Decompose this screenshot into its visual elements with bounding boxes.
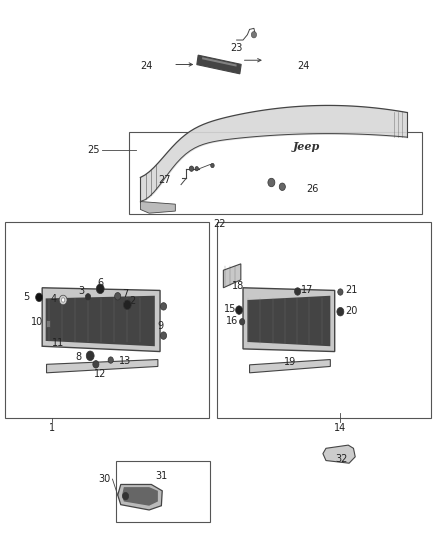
- Circle shape: [195, 166, 198, 171]
- Text: 15: 15: [224, 304, 237, 314]
- Circle shape: [35, 293, 42, 302]
- Text: 26: 26: [306, 184, 319, 195]
- Bar: [46, 320, 50, 327]
- Text: 3: 3: [78, 286, 85, 296]
- Polygon shape: [243, 288, 335, 352]
- Text: 10: 10: [31, 317, 43, 327]
- Text: 11: 11: [52, 338, 64, 348]
- Text: 9: 9: [157, 321, 163, 331]
- Circle shape: [211, 164, 214, 167]
- Text: 4: 4: [50, 294, 57, 304]
- Text: 8: 8: [75, 352, 81, 362]
- Polygon shape: [46, 360, 158, 373]
- Circle shape: [337, 308, 344, 316]
- Bar: [5, 222, 209, 418]
- Text: 18: 18: [232, 281, 244, 291]
- Circle shape: [160, 303, 166, 310]
- Polygon shape: [250, 360, 330, 373]
- Text: 14: 14: [334, 423, 346, 433]
- Text: 24: 24: [297, 61, 310, 71]
- Circle shape: [115, 293, 121, 300]
- Text: 23: 23: [230, 43, 243, 53]
- Polygon shape: [118, 484, 162, 510]
- Text: 16: 16: [226, 316, 239, 326]
- Text: 19: 19: [284, 357, 296, 367]
- Polygon shape: [197, 55, 241, 74]
- Text: 25: 25: [87, 144, 99, 155]
- Circle shape: [123, 492, 129, 500]
- Circle shape: [85, 294, 91, 300]
- Polygon shape: [223, 264, 241, 288]
- Circle shape: [93, 361, 99, 368]
- Circle shape: [240, 319, 245, 325]
- Circle shape: [338, 289, 343, 295]
- Circle shape: [294, 288, 300, 295]
- Circle shape: [189, 166, 194, 171]
- Bar: [130, 132, 422, 214]
- Polygon shape: [202, 57, 237, 67]
- Polygon shape: [323, 445, 355, 463]
- Text: 2: 2: [130, 296, 136, 306]
- Bar: [117, 461, 210, 522]
- Circle shape: [59, 295, 67, 305]
- Circle shape: [108, 357, 113, 364]
- Circle shape: [160, 332, 166, 340]
- Circle shape: [96, 284, 104, 294]
- Text: 20: 20: [346, 306, 358, 316]
- Circle shape: [61, 298, 65, 302]
- Text: 31: 31: [155, 471, 167, 481]
- Text: 17: 17: [301, 285, 314, 295]
- Circle shape: [251, 31, 257, 38]
- Text: 21: 21: [346, 285, 358, 295]
- Polygon shape: [141, 201, 175, 213]
- Polygon shape: [46, 296, 155, 346]
- Text: 22: 22: [213, 219, 225, 229]
- Text: 5: 5: [23, 292, 29, 302]
- Text: 24: 24: [140, 61, 152, 71]
- Polygon shape: [122, 487, 158, 506]
- Bar: [217, 222, 431, 418]
- Polygon shape: [247, 296, 330, 346]
- Circle shape: [279, 183, 286, 190]
- Circle shape: [124, 300, 131, 310]
- Circle shape: [236, 306, 243, 314]
- Text: 1: 1: [49, 423, 55, 433]
- Text: 6: 6: [97, 278, 103, 288]
- Text: 27: 27: [159, 175, 171, 185]
- Text: Jeep: Jeep: [293, 141, 320, 152]
- Circle shape: [86, 351, 94, 361]
- Circle shape: [268, 178, 275, 187]
- Polygon shape: [42, 288, 160, 352]
- Text: 13: 13: [120, 356, 132, 366]
- Text: 30: 30: [99, 474, 111, 484]
- Text: 12: 12: [94, 368, 106, 378]
- Text: 7: 7: [122, 288, 128, 298]
- Text: 32: 32: [335, 454, 347, 464]
